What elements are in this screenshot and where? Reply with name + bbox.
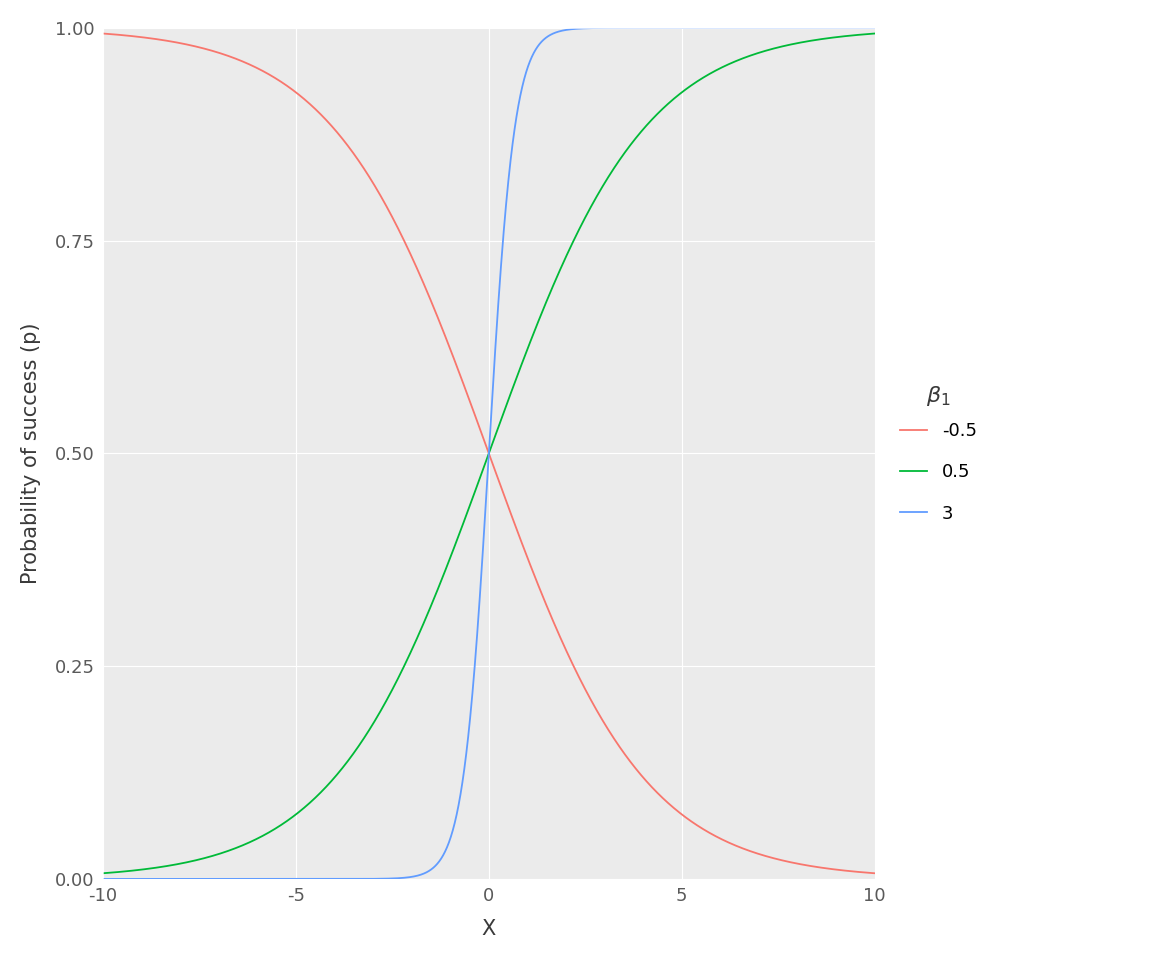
0.5 [704,67,718,79]
Line: 3: 3 [103,28,874,879]
3 [846,22,859,34]
-0.5 [96,28,109,39]
3 [867,22,881,34]
3 [96,874,109,885]
0.5 [844,30,858,41]
X-axis label: X: X [482,919,497,939]
3 [136,874,150,885]
0.5 [136,864,150,876]
-0.5 [450,363,464,374]
0.5 [471,477,485,489]
Y-axis label: Probability of success (p): Probability of success (p) [21,323,40,584]
0.5 [96,868,109,879]
-0.5 [471,419,485,430]
0.5 [450,532,464,543]
-0.5 [867,868,881,879]
Line: 0.5: 0.5 [103,34,874,874]
3 [704,22,718,34]
-0.5 [704,828,718,839]
Line: -0.5: -0.5 [103,34,874,874]
3 [471,614,485,626]
0.5 [846,30,859,41]
-0.5 [844,866,858,877]
0.5 [867,28,881,39]
-0.5 [136,32,150,43]
-0.5 [846,866,859,877]
3 [450,804,464,815]
3 [844,22,858,34]
Legend: -0.5, 0.5, 3: -0.5, 0.5, 3 [892,375,986,532]
